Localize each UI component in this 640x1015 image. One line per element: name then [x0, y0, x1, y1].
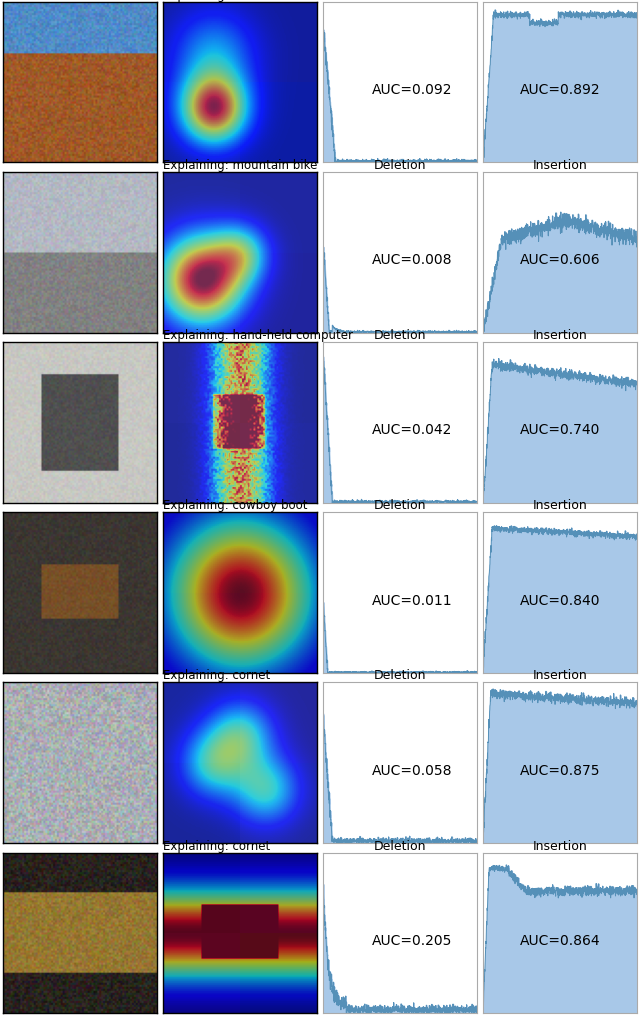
Text: AUC=0.606: AUC=0.606	[520, 254, 600, 267]
Text: AUC=0.875: AUC=0.875	[520, 763, 600, 777]
Text: Explaining: mountain bike: Explaining: mountain bike	[163, 0, 317, 2]
Title: Deletion: Deletion	[374, 0, 426, 2]
Text: AUC=0.892: AUC=0.892	[520, 83, 600, 97]
Title: Insertion: Insertion	[532, 0, 588, 2]
Text: AUC=0.092: AUC=0.092	[372, 83, 452, 97]
Title: Insertion: Insertion	[532, 329, 588, 342]
Text: Explaining: cowboy boot: Explaining: cowboy boot	[163, 499, 308, 513]
Title: Insertion: Insertion	[532, 839, 588, 853]
Title: Deletion: Deletion	[374, 329, 426, 342]
Title: Deletion: Deletion	[374, 499, 426, 513]
Text: AUC=0.740: AUC=0.740	[520, 423, 600, 437]
Text: Explaining: mountain bike: Explaining: mountain bike	[163, 159, 317, 173]
Title: Insertion: Insertion	[532, 670, 588, 682]
Text: AUC=0.058: AUC=0.058	[372, 763, 452, 777]
Title: Deletion: Deletion	[374, 670, 426, 682]
Title: Insertion: Insertion	[532, 499, 588, 513]
Text: AUC=0.008: AUC=0.008	[372, 254, 452, 267]
Text: Explaining: cornet: Explaining: cornet	[163, 670, 270, 682]
Text: AUC=0.205: AUC=0.205	[372, 934, 452, 948]
Text: Explaining: cornet: Explaining: cornet	[163, 839, 270, 853]
Title: Deletion: Deletion	[374, 159, 426, 173]
Title: Deletion: Deletion	[374, 839, 426, 853]
Text: Explaining: hand-held computer: Explaining: hand-held computer	[163, 329, 353, 342]
Text: AUC=0.840: AUC=0.840	[520, 594, 600, 608]
Text: AUC=0.042: AUC=0.042	[372, 423, 452, 437]
Text: AUC=0.011: AUC=0.011	[372, 594, 452, 608]
Title: Insertion: Insertion	[532, 159, 588, 173]
Text: AUC=0.864: AUC=0.864	[520, 934, 600, 948]
